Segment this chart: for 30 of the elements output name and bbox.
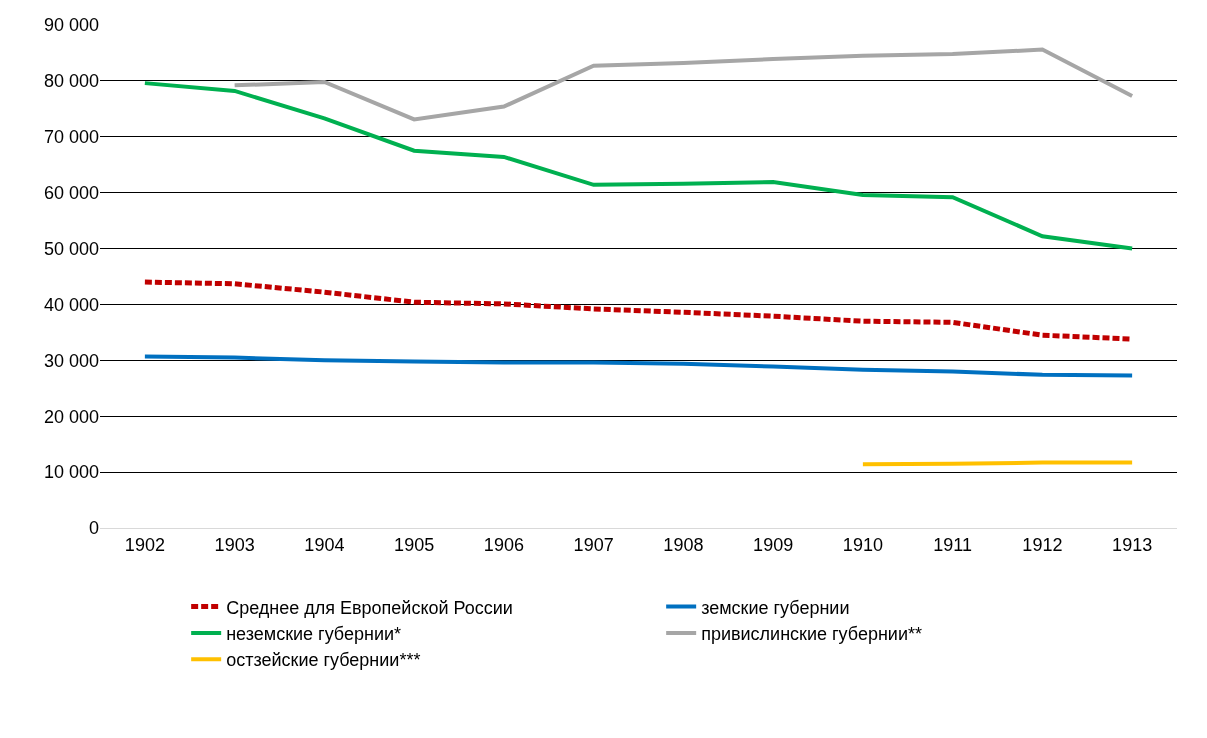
line-series bbox=[232, 47, 1135, 122]
line-series bbox=[142, 354, 1135, 378]
x-tick-label: 1911 bbox=[933, 534, 972, 555]
y-tick-label: 50 000 bbox=[43, 238, 99, 259]
y-tick-label: 40 000 bbox=[43, 294, 99, 315]
x-tick-label: 1912 bbox=[1022, 534, 1063, 555]
legend-label: неземские губернии* bbox=[226, 623, 402, 644]
x-tick-label: 1913 bbox=[1112, 534, 1153, 555]
y-tick-label: 0 bbox=[88, 518, 99, 539]
legend-label: привислинские губернии** bbox=[701, 623, 922, 644]
x-tick-label: 1902 bbox=[124, 534, 165, 555]
x-tick-label: 1909 bbox=[753, 534, 794, 555]
legend-label: Среднее для Европейской России bbox=[226, 597, 513, 618]
x-tick-label: 1906 bbox=[483, 534, 524, 555]
x-tick-label: 1907 bbox=[573, 534, 614, 555]
y-tick-label: 20 000 bbox=[43, 406, 99, 427]
x-tick-label: 1910 bbox=[842, 534, 883, 555]
x-tick-label: 1908 bbox=[663, 534, 704, 555]
legend-label: остзейские губернии*** bbox=[226, 650, 421, 671]
y-tick-label: 60 000 bbox=[43, 182, 99, 203]
legend-label: земские губернии bbox=[701, 597, 850, 618]
x-tick-label: 1904 bbox=[304, 534, 345, 555]
y-tick-label: 30 000 bbox=[43, 350, 99, 371]
x-tick-label: 1905 bbox=[394, 534, 435, 555]
y-tick-label: 10 000 bbox=[43, 462, 99, 483]
y-tick-label: 70 000 bbox=[43, 127, 99, 148]
line-series bbox=[142, 81, 1135, 251]
y-tick-label: 90 000 bbox=[43, 15, 99, 36]
x-tick-label: 1903 bbox=[214, 534, 255, 555]
y-tick-label: 80 000 bbox=[43, 71, 99, 92]
